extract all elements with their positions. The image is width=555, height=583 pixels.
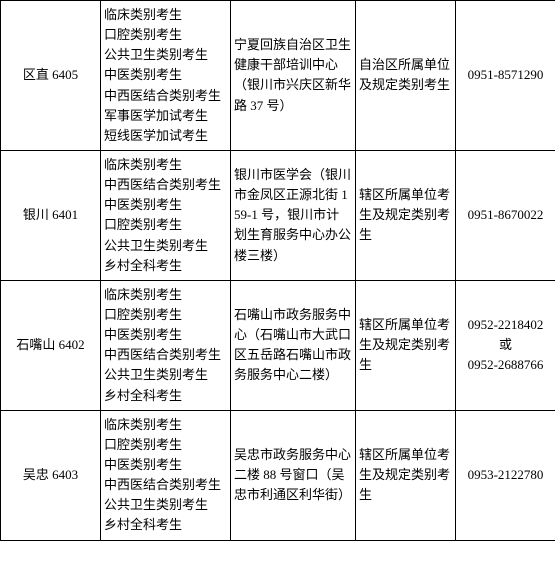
- region-cell: 石嘴山 6402: [1, 280, 101, 410]
- category-item: 军事医学加试考生: [104, 106, 227, 126]
- table-row: 区直 6405 临床类别考生 口腔类别考生 公共卫生类别考生 中医类别考生 中西…: [1, 1, 555, 151]
- category-item: 口腔类别考生: [104, 435, 227, 455]
- region-cell: 银川 6401: [1, 150, 101, 280]
- address-cell: 银川市医学会（银川市金凤区正源北街 159-1 号，银川市计划生育服务中心办公楼…: [231, 150, 356, 280]
- category-item: 公共卫生类别考生: [104, 45, 227, 65]
- category-item: 乡村全科考生: [104, 515, 227, 535]
- category-item: 中西医结合类别考生: [104, 475, 227, 495]
- category-item: 中西医结合类别考生: [104, 86, 227, 106]
- category-item: 临床类别考生: [104, 285, 227, 305]
- table-body: 区直 6405 临床类别考生 口腔类别考生 公共卫生类别考生 中医类别考生 中西…: [1, 1, 555, 541]
- phone-item: 0951-8571290: [468, 67, 544, 82]
- category-item: 中医类别考生: [104, 455, 227, 475]
- category-item: 中西医结合类别考生: [104, 345, 227, 365]
- category-item: 中西医结合类别考生: [104, 175, 227, 195]
- phone-cell: 0951-8670022: [456, 150, 555, 280]
- phone-item: 0953-2122780: [468, 467, 544, 482]
- category-item: 中医类别考生: [104, 195, 227, 215]
- category-item: 公共卫生类别考生: [104, 495, 227, 515]
- address-cell: 吴忠市政务服务中心二楼 88 号窗口（吴忠市利通区利华街）: [231, 410, 356, 540]
- address-cell: 石嘴山市政务服务中心（石嘴山市大武口区五岳路石嘴山市政务服务中心二楼）: [231, 280, 356, 410]
- category-item: 口腔类别考生: [104, 305, 227, 325]
- category-item: 临床类别考生: [104, 155, 227, 175]
- category-item: 短线医学加试考生: [104, 126, 227, 146]
- category-item: 中医类别考生: [104, 65, 227, 85]
- region-cell: 吴忠 6403: [1, 410, 101, 540]
- phone-or: 或: [459, 335, 552, 355]
- categories-cell: 临床类别考生 口腔类别考生 中医类别考生 中西医结合类别考生 公共卫生类别考生 …: [101, 280, 231, 410]
- table-row: 吴忠 6403 临床类别考生 口腔类别考生 中医类别考生 中西医结合类别考生 公…: [1, 410, 555, 540]
- scope-cell: 辖区所属单位考生及规定类别考生: [356, 410, 456, 540]
- scope-cell: 自治区所属单位及规定类别考生: [356, 1, 456, 151]
- phone-item: 0952-2218402: [459, 315, 552, 335]
- category-item: 乡村全科考生: [104, 386, 227, 406]
- scope-cell: 辖区所属单位考生及规定类别考生: [356, 280, 456, 410]
- category-item: 公共卫生类别考生: [104, 236, 227, 256]
- phone-cell: 0951-8571290: [456, 1, 555, 151]
- phone-item: 0952-2688766: [459, 355, 552, 375]
- categories-cell: 临床类别考生 口腔类别考生 中医类别考生 中西医结合类别考生 公共卫生类别考生 …: [101, 410, 231, 540]
- address-cell: 宁夏回族自治区卫生健康干部培训中心（银川市兴庆区新华路 37 号）: [231, 1, 356, 151]
- table-row: 银川 6401 临床类别考生 中西医结合类别考生 中医类别考生 口腔类别考生 公…: [1, 150, 555, 280]
- category-item: 乡村全科考生: [104, 256, 227, 276]
- categories-cell: 临床类别考生 口腔类别考生 公共卫生类别考生 中医类别考生 中西医结合类别考生 …: [101, 1, 231, 151]
- category-item: 临床类别考生: [104, 5, 227, 25]
- category-item: 中医类别考生: [104, 325, 227, 345]
- category-item: 临床类别考生: [104, 415, 227, 435]
- region-cell: 区直 6405: [1, 1, 101, 151]
- table-row: 石嘴山 6402 临床类别考生 口腔类别考生 中医类别考生 中西医结合类别考生 …: [1, 280, 555, 410]
- categories-cell: 临床类别考生 中西医结合类别考生 中医类别考生 口腔类别考生 公共卫生类别考生 …: [101, 150, 231, 280]
- phone-cell: 0952-2218402 或 0952-2688766: [456, 280, 555, 410]
- category-item: 公共卫生类别考生: [104, 365, 227, 385]
- phone-item: 0951-8670022: [468, 207, 544, 222]
- category-item: 口腔类别考生: [104, 215, 227, 235]
- scope-cell: 辖区所属单位考生及规定类别考生: [356, 150, 456, 280]
- region-table: 区直 6405 临床类别考生 口腔类别考生 公共卫生类别考生 中医类别考生 中西…: [0, 0, 555, 541]
- category-item: 口腔类别考生: [104, 25, 227, 45]
- phone-cell: 0953-2122780: [456, 410, 555, 540]
